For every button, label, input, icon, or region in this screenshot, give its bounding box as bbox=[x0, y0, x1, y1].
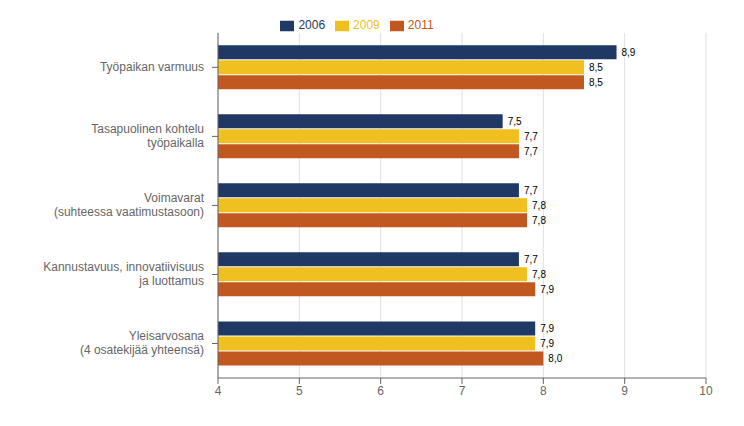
svg-text:7,8: 7,8 bbox=[532, 200, 546, 211]
svg-text:8,0: 8,0 bbox=[548, 353, 562, 364]
svg-text:7: 7 bbox=[459, 384, 466, 398]
svg-text:Voimavarat(suhteessa vaatimust: Voimavarat(suhteessa vaatimustasoon) bbox=[54, 191, 205, 219]
svg-text:8,5: 8,5 bbox=[589, 77, 603, 88]
svg-text:7,7: 7,7 bbox=[524, 254, 538, 265]
svg-text:5: 5 bbox=[296, 384, 303, 398]
svg-text:10: 10 bbox=[699, 384, 713, 398]
svg-text:9: 9 bbox=[621, 384, 628, 398]
html-text:2011: 2011 bbox=[407, 18, 434, 32]
svg-text:7,7: 7,7 bbox=[524, 146, 538, 157]
svg-text:7,7: 7,7 bbox=[524, 131, 538, 142]
svg-text:6: 6 bbox=[377, 384, 384, 398]
html-text:2006: 2006 bbox=[298, 18, 326, 32]
svg-text:7,8: 7,8 bbox=[532, 269, 546, 280]
svg-text:7,8: 7,8 bbox=[532, 215, 546, 226]
svg-text:8: 8 bbox=[540, 384, 547, 398]
svg-text:7,9: 7,9 bbox=[540, 323, 554, 334]
svg-text:8,5: 8,5 bbox=[589, 62, 603, 73]
svg-text:8,9: 8,9 bbox=[622, 47, 636, 58]
svg-text:7,9: 7,9 bbox=[540, 284, 554, 295]
svg-text:7,5: 7,5 bbox=[508, 116, 522, 127]
svg-text:7,7: 7,7 bbox=[524, 185, 538, 196]
html-text:2009: 2009 bbox=[353, 18, 380, 32]
svg-text:Kannustavuus, innovatiivisuusj: Kannustavuus, innovatiivisuusja luottamu… bbox=[43, 260, 204, 288]
svg-text:7,9: 7,9 bbox=[540, 338, 554, 349]
svg-text:Yleisarvosana(4 osatekijää yht: Yleisarvosana(4 osatekijää yhteensä) bbox=[80, 329, 204, 357]
svg-text:Tasapuolinen kohtelutyöpaikall: Tasapuolinen kohtelutyöpaikalla bbox=[91, 122, 204, 150]
svg-text:4: 4 bbox=[215, 384, 222, 398]
svg-text:Työpaikan varmuus: Työpaikan varmuus bbox=[100, 60, 204, 74]
